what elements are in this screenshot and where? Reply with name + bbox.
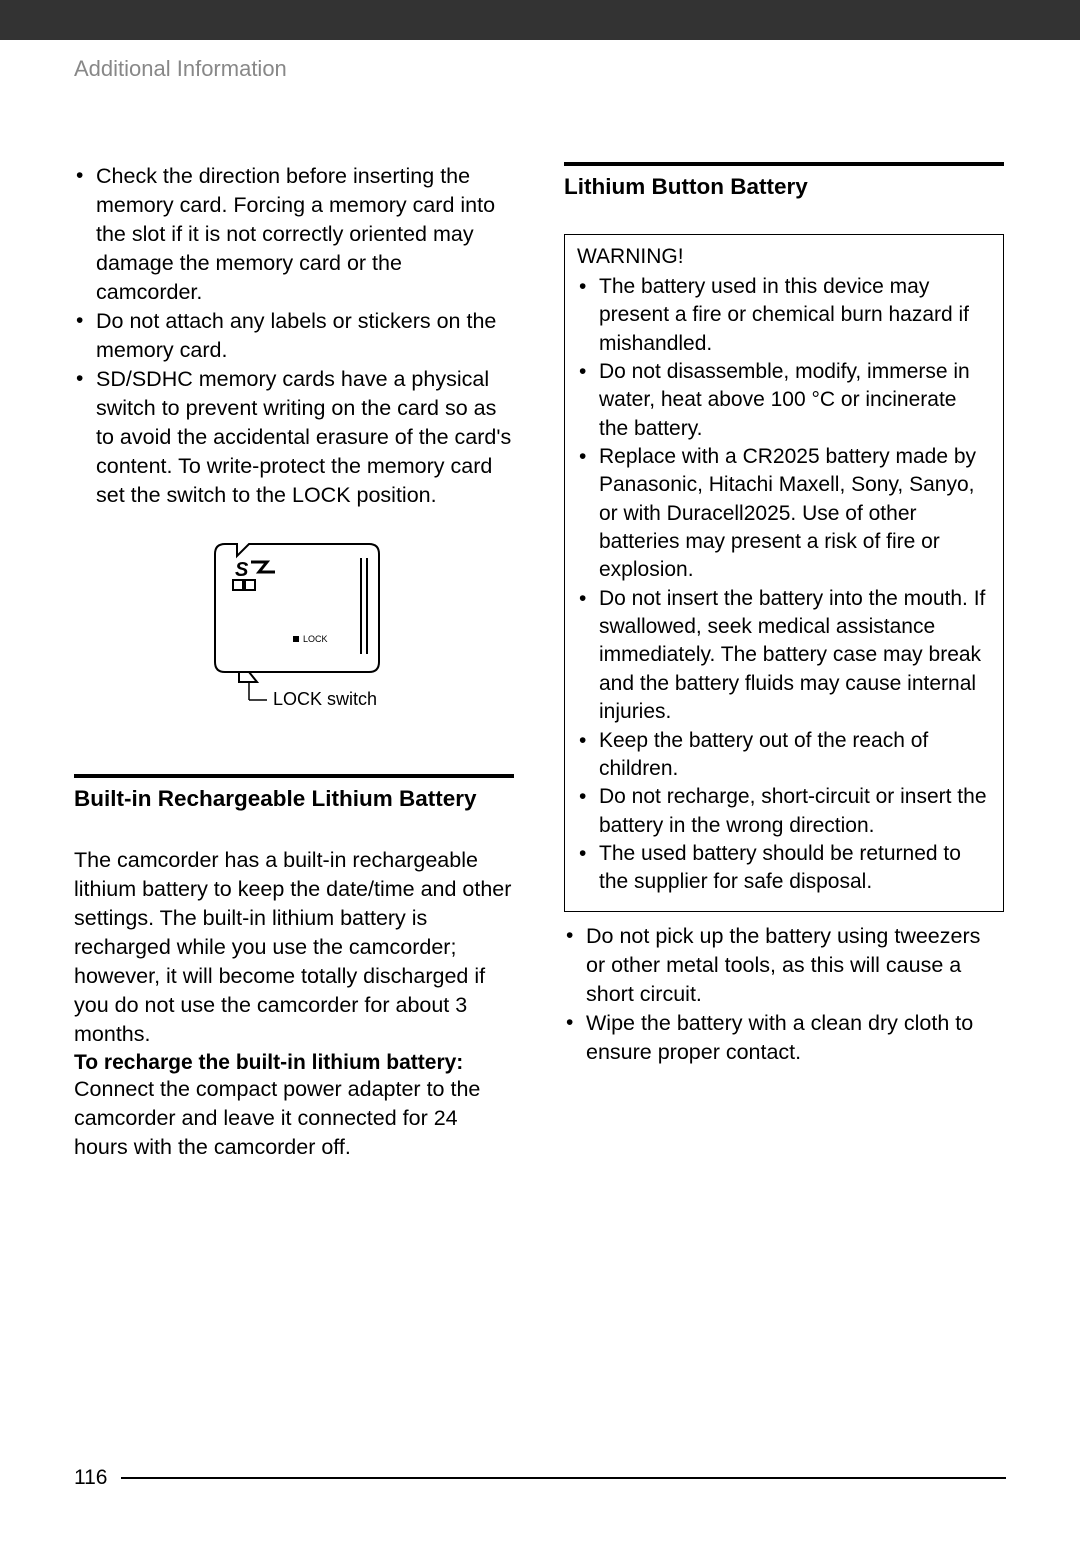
- list-item: SD/SDHC memory cards have a physical swi…: [96, 365, 514, 510]
- sd-card-illustration: S LOCK LOCK switch: [74, 534, 514, 714]
- svg-text:S: S: [235, 559, 249, 581]
- list-item: The used battery should be returned to t…: [599, 840, 991, 897]
- list-item: Check the direction before inserting the…: [96, 162, 514, 307]
- body-text: Connect the compact power adapter to the…: [74, 1075, 514, 1162]
- list-item: Replace with a CR2025 battery made by Pa…: [599, 443, 991, 585]
- list-item: Keep the battery out of the reach of chi…: [599, 727, 991, 784]
- right-column: Lithium Button Battery WARNING! The batt…: [564, 162, 1004, 1162]
- sd-lock-text: LOCK: [303, 634, 328, 644]
- sd-card-icon: S LOCK LOCK switch: [189, 534, 399, 714]
- page-footer: 116: [74, 1466, 1006, 1490]
- footer-rule: [121, 1477, 1006, 1479]
- warning-box: WARNING! The battery used in this device…: [564, 234, 1004, 912]
- body-text: The camcorder has a built-in rechargeabl…: [74, 846, 514, 1049]
- content-area: Check the direction before inserting the…: [0, 82, 1080, 1162]
- list-item: Do not disassemble, modify, immerse in w…: [599, 358, 991, 443]
- section-divider: [74, 774, 514, 778]
- breadcrumb: Additional Information: [0, 40, 1080, 82]
- left-column: Check the direction before inserting the…: [74, 162, 514, 1162]
- section-title-builtin-battery: Built-in Rechargeable Lithium Battery: [74, 786, 514, 812]
- list-item: Do not attach any labels or stickers on …: [96, 307, 514, 365]
- memory-card-bullet-list: Check the direction before inserting the…: [74, 162, 514, 510]
- section-divider: [564, 162, 1004, 166]
- warning-bullet-list: The battery used in this device may pres…: [577, 273, 991, 897]
- list-item: Wipe the battery with a clean dry cloth …: [586, 1009, 1004, 1067]
- page-number: 116: [74, 1466, 107, 1490]
- list-item: The battery used in this device may pres…: [599, 273, 991, 358]
- list-item: Do not insert the battery into the mouth…: [599, 585, 991, 727]
- section-title-lithium-button: Lithium Button Battery: [564, 174, 1004, 200]
- top-bar: [0, 0, 1080, 40]
- list-item: Do not recharge, short-circuit or insert…: [599, 783, 991, 840]
- warning-label: WARNING!: [577, 245, 991, 269]
- recharge-subhead: To recharge the built-in lithium battery…: [74, 1051, 514, 1075]
- sd-lock-caption: LOCK switch: [273, 689, 377, 709]
- list-item: Do not pick up the battery using tweezer…: [586, 922, 1004, 1009]
- after-warning-bullet-list: Do not pick up the battery using tweezer…: [564, 922, 1004, 1067]
